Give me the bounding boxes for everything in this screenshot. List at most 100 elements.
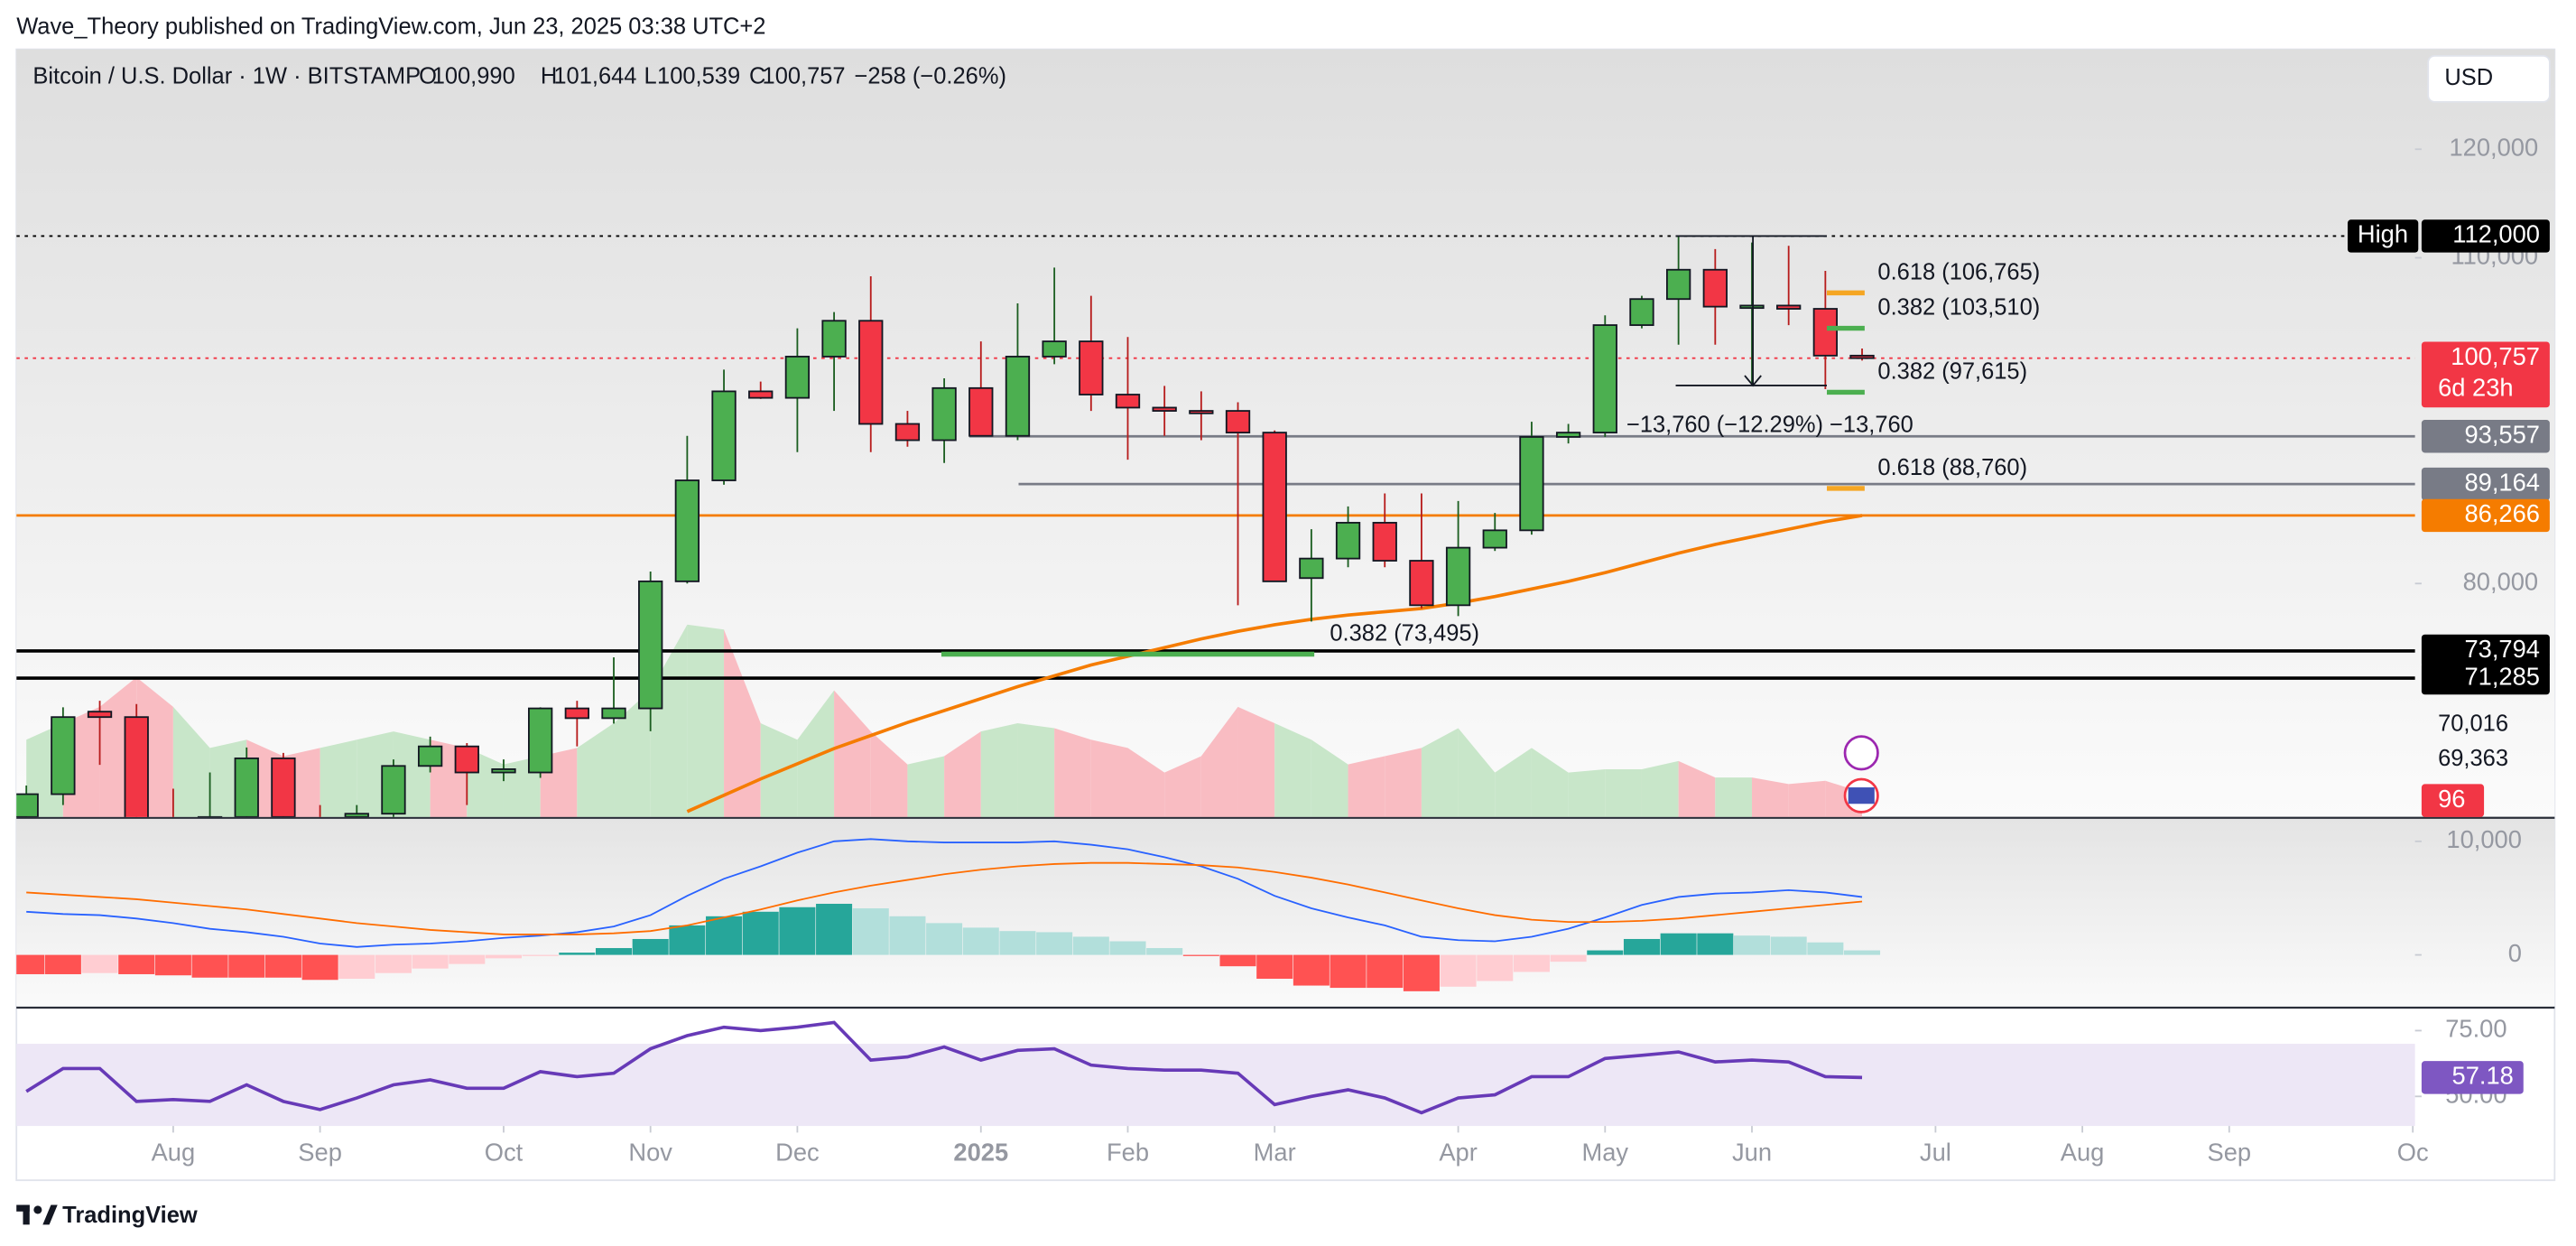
volume-area [1458,728,1496,817]
candle-body [968,386,994,437]
volume-area [1311,739,1348,817]
volume-area [1788,780,1826,817]
macd-histogram [1036,932,1073,955]
price-badge-label: 112,000 [2452,220,2540,248]
x-tick-label: Sep [2208,1138,2252,1166]
macd-histogram [449,954,486,964]
x-tick-label: Oc [2397,1138,2429,1166]
price-badge-label: 73,794 [2464,635,2539,663]
volume-area [1054,728,1091,817]
volume-area [1495,748,1532,817]
macd-histogram [962,927,999,955]
macd-histogram [1182,954,1219,956]
candle-body [271,757,296,817]
rsi-tick-label: 75.00 [2445,1015,2507,1043]
volume-area [724,629,761,817]
macd-histogram [852,908,889,955]
macd-histogram [264,954,301,978]
volume-area [1715,777,1752,817]
candle-body [564,707,589,720]
macd-histogram [1770,936,1807,955]
macd-histogram [1293,954,1330,986]
candle-body [1042,340,1067,358]
macd-histogram [338,954,375,980]
y-tick-label: 120,000 [2449,133,2538,161]
candle-body [858,320,884,425]
candle-body [821,320,847,358]
candle-body [417,745,443,767]
volume-area [1531,748,1569,817]
macd-histogram [632,938,669,955]
fib-label: 0.618 (106,765) [1877,259,2040,284]
candle-body [1776,304,1802,310]
candle-body [1665,268,1691,301]
volume-area [797,690,835,817]
volume-area [907,756,945,817]
macd-histogram [1330,954,1367,989]
main-plot [16,235,2415,817]
macd-histogram [706,916,743,955]
ohlc-key: L [644,63,656,88]
macd-histogram [522,954,559,956]
ohlc-value: 100,757 [763,63,846,88]
currency[interactable]: USD [2444,65,2493,90]
candle-body [1335,522,1361,560]
candle-body [1299,557,1324,580]
event-icon[interactable] [1843,735,1879,771]
macd-histogram [1109,941,1146,955]
macd-histogram [1403,954,1440,991]
macd-histogram [301,954,338,981]
candle-body [528,707,553,774]
price-badge [2421,661,2550,695]
volume-area [687,624,725,817]
macd-histogram [1072,936,1109,955]
candle-body [344,813,369,817]
x-tick-label: Aug [2061,1138,2105,1166]
volume-area [1200,706,1238,817]
candle-body [381,765,406,815]
tag-label: High [2358,220,2408,248]
fib-label: 0.618 (88,760) [1877,455,2027,480]
candle-body [1849,354,1875,359]
candle-body [1372,522,1397,562]
candle-body [931,386,957,442]
candle-body [1152,406,1177,412]
candle-body [1519,436,1544,532]
volume-area [1237,706,1275,817]
candle-body [784,356,811,399]
candle-body [1592,324,1617,434]
price-badge [2421,634,2550,668]
macd-histogram [191,954,228,978]
volume-area [834,690,871,817]
macd-histogram [1513,954,1550,972]
countdown: 6d 23h [2438,373,2513,401]
price-badge-label: 86,266 [2464,499,2539,527]
macd-histogram [118,954,155,974]
volume-area [944,731,981,817]
volume-area [1678,760,1716,817]
candle-body [454,745,479,774]
candle-body [1555,432,1581,438]
currency-button[interactable] [2427,54,2551,103]
macd-line [26,838,1863,948]
measure-arrowhead [1744,375,1762,387]
volume-label: 70,016 [2438,711,2508,737]
macd-histogram [1697,933,1734,955]
candle-body [1409,560,1434,607]
candle-body [894,423,921,442]
macd-histogram [742,911,779,955]
macd-histogram [779,907,816,955]
price-badge [2421,341,2550,408]
fib-label: 0.382 (73,495) [1330,620,1479,646]
measure-label: −13,760 (−12.29%) −13,760 [1626,412,1913,437]
candle-body [1812,308,1839,357]
candle-body [16,793,39,817]
macd-histogram [669,925,706,955]
macd-histogram [999,931,1036,955]
candle-body [1262,432,1287,582]
volume-area [577,723,615,817]
price-badge-label: 89,164 [2464,468,2539,496]
volume-area [1421,728,1459,817]
